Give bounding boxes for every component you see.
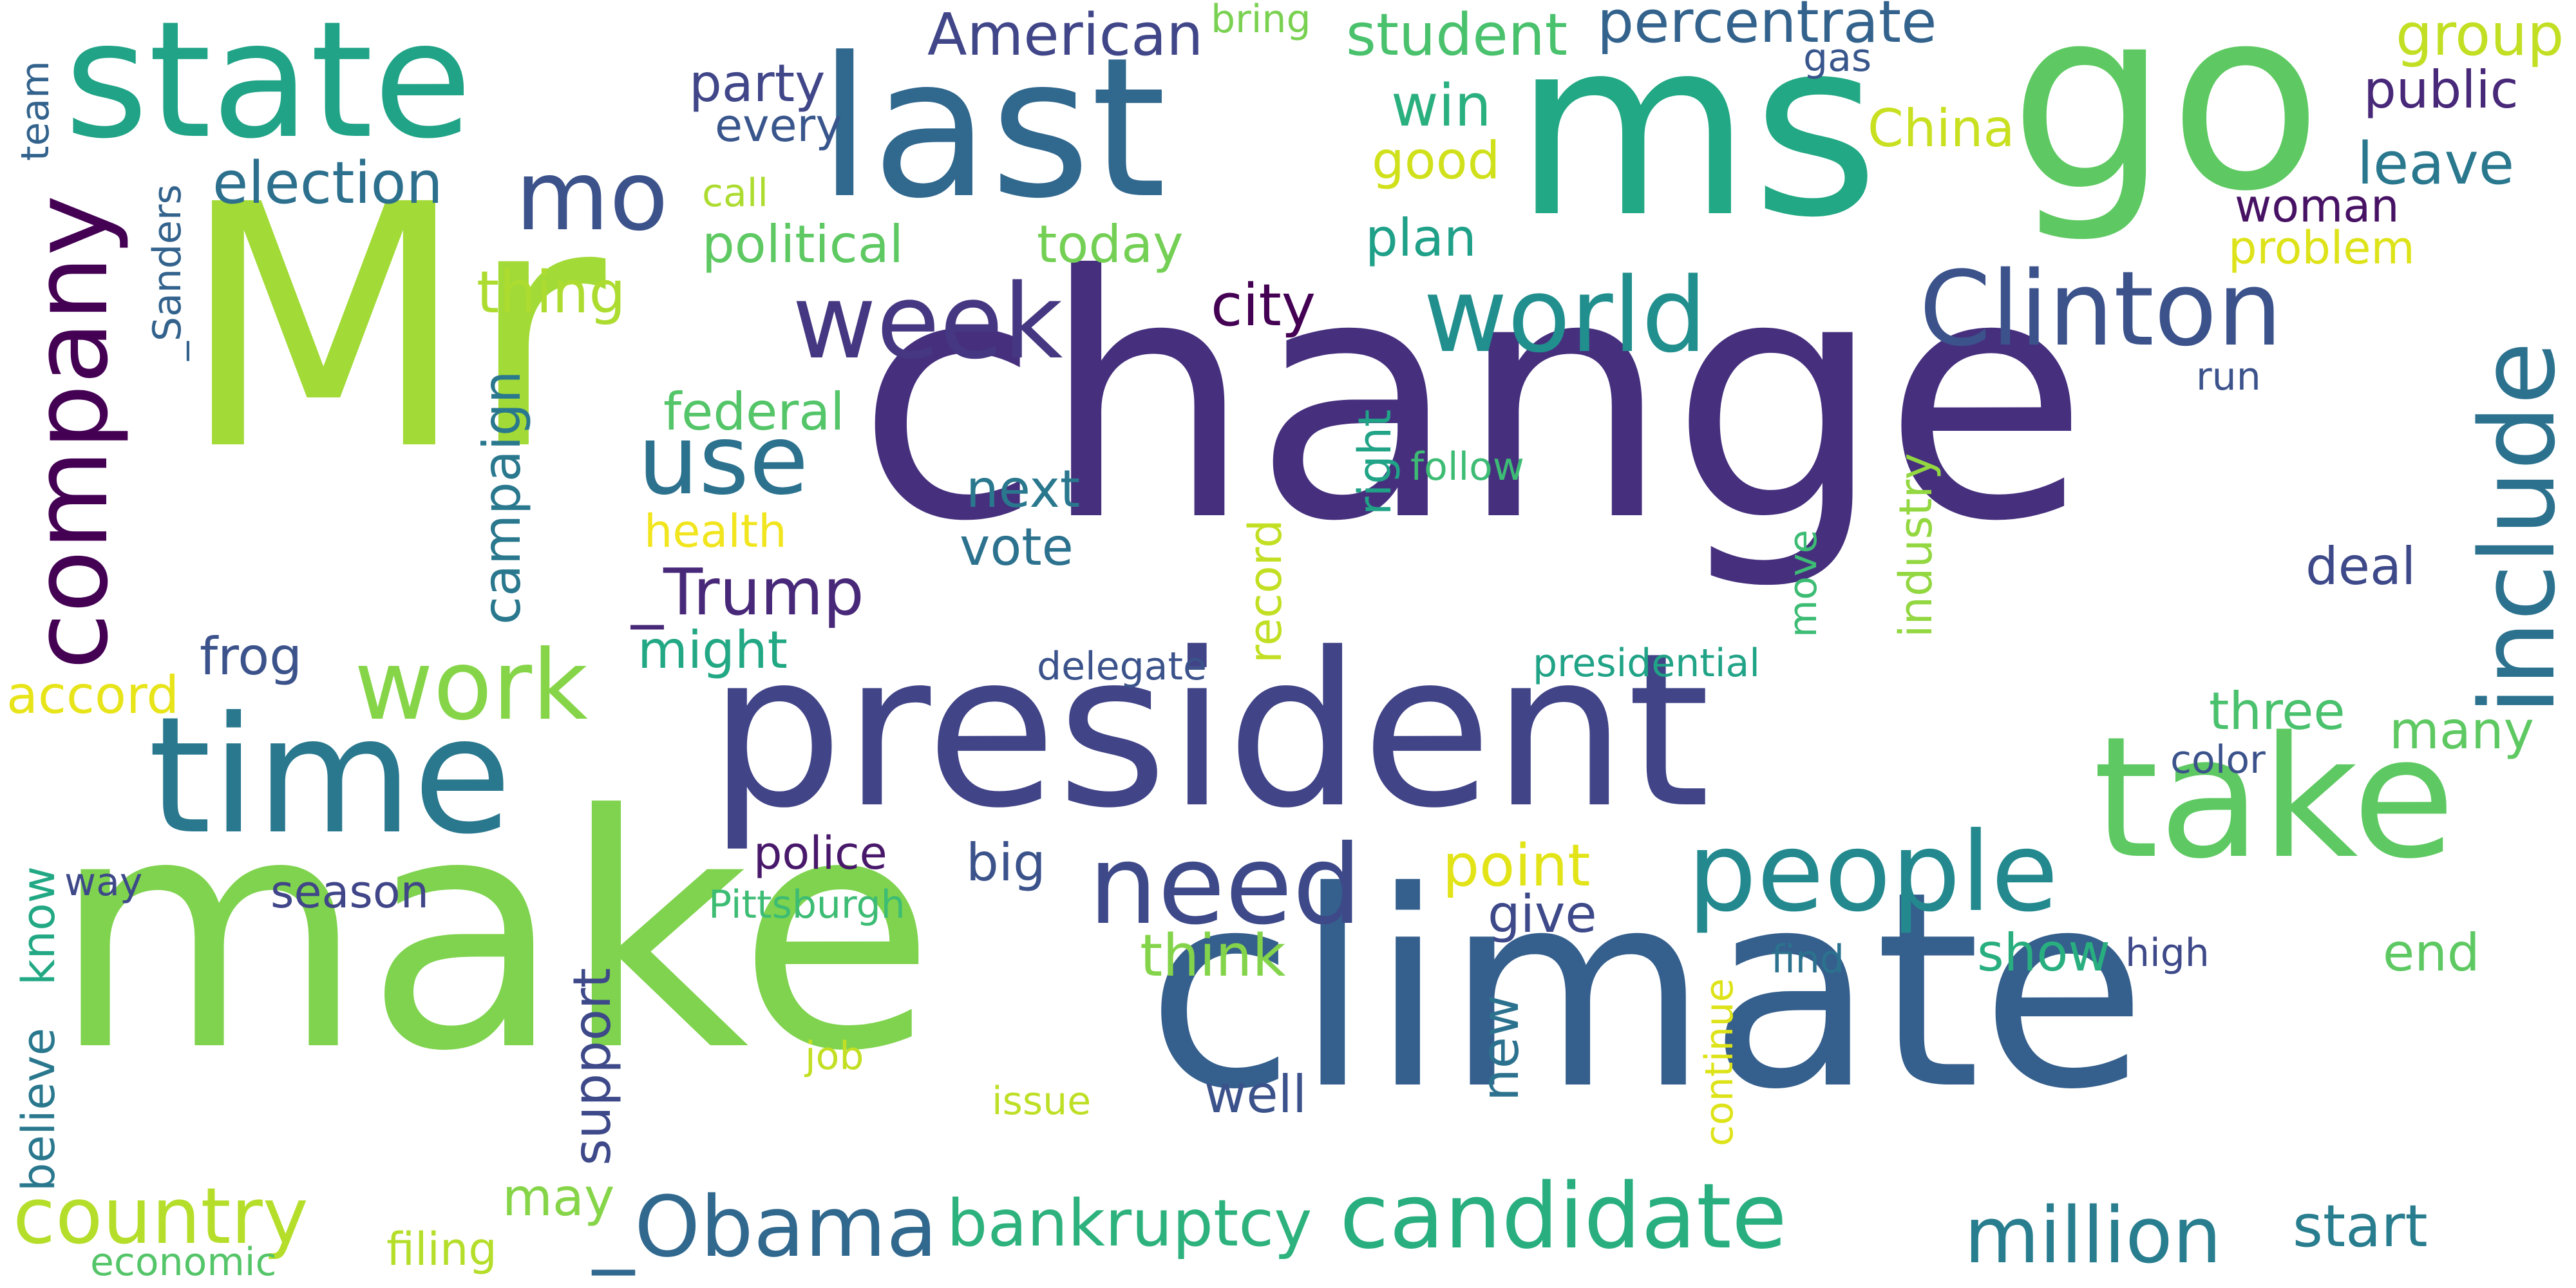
- word-next: next: [966, 459, 1081, 519]
- word-find: find: [1771, 937, 1844, 982]
- word-know: know: [12, 866, 65, 985]
- word-climate: climate: [1146, 834, 2147, 1149]
- word-show: show: [1977, 923, 2110, 983]
- word-city: city: [1211, 272, 1316, 339]
- word-believe: believe: [12, 1028, 65, 1191]
- word-problem: problem: [2228, 222, 2415, 274]
- word-call: call: [702, 171, 769, 216]
- word-go: go: [2009, 0, 2323, 246]
- word-plan: plan: [1365, 208, 1477, 268]
- word-deal: deal: [2306, 536, 2416, 596]
- word-obama: _Obama: [592, 1178, 938, 1276]
- word-take: take: [2093, 701, 2456, 896]
- word-state: state: [64, 0, 473, 174]
- word-trump: _Trump: [631, 554, 864, 630]
- word-filing: filing: [386, 1223, 497, 1276]
- word-color: color: [2170, 737, 2266, 782]
- word-woman: woman: [2235, 180, 2400, 232]
- word-public: public: [2363, 60, 2519, 120]
- word-week: week: [792, 261, 1063, 382]
- word-percentrate: percentrate: [1597, 0, 1937, 56]
- word-season: season: [270, 866, 430, 918]
- word-change: change: [857, 204, 2089, 594]
- word-three: three: [2209, 681, 2345, 741]
- word-new: new: [1470, 994, 1530, 1101]
- word-bring: bring: [1211, 0, 1311, 42]
- word-american: American: [927, 1, 1204, 69]
- word-group: group: [2396, 1, 2564, 69]
- word-may: may: [502, 1168, 615, 1227]
- word-continue: continue: [1697, 978, 1742, 1146]
- word-company: company: [10, 194, 131, 670]
- word-win: win: [1391, 72, 1492, 140]
- word-issue: issue: [992, 1079, 1092, 1124]
- word-industry: industry: [1889, 453, 1942, 638]
- word-accord: accord: [6, 665, 180, 725]
- word-economic: economic: [90, 1240, 277, 1285]
- word-include: include: [2458, 341, 2576, 715]
- word-way: way: [64, 860, 143, 905]
- word-political: political: [702, 214, 904, 274]
- word-vote: vote: [960, 517, 1074, 577]
- word-need: need: [1088, 822, 1362, 949]
- word-make: make: [52, 746, 936, 1121]
- word-run: run: [2196, 354, 2261, 399]
- word-might: might: [638, 620, 788, 680]
- word-mo: mo: [515, 140, 668, 252]
- word-china: China: [1868, 99, 2015, 158]
- word-point: point: [1443, 832, 1591, 900]
- word-frog: frog: [200, 627, 303, 687]
- word-election: election: [213, 149, 443, 217]
- word-campaign: campaign: [472, 370, 532, 625]
- word-big: big: [966, 833, 1046, 893]
- word-work: work: [354, 630, 588, 742]
- word-party: party: [689, 53, 826, 113]
- word-candidate: candidate: [1340, 1164, 1787, 1269]
- word-presidential: presidential: [1533, 641, 1760, 686]
- word-million: million: [1964, 1191, 2222, 1281]
- word-sanders: _Sanders: [145, 184, 190, 361]
- word-job: job: [805, 1034, 864, 1079]
- word-think: think: [1140, 922, 1286, 990]
- word-start: start: [2293, 1193, 2428, 1260]
- word-last: last: [818, 16, 1167, 241]
- word-federal: federal: [663, 382, 845, 442]
- word-ms: ms: [1513, 0, 1880, 271]
- word-move: move: [1781, 529, 1826, 638]
- word-many: many: [2389, 701, 2534, 761]
- word-world: world: [1423, 255, 1707, 375]
- word-mr: Mr: [179, 133, 606, 524]
- word-today: today: [1037, 214, 1184, 274]
- word-team: team: [13, 61, 58, 161]
- word-people: people: [1687, 809, 2059, 936]
- word-police: police: [753, 827, 887, 880]
- word-leave: leave: [2357, 130, 2515, 198]
- word-right: right: [1349, 409, 1401, 515]
- word-time: time: [148, 682, 512, 869]
- word-bankruptcy: bankruptcy: [947, 1186, 1312, 1261]
- word-pittsburgh: Pittsburgh: [708, 882, 905, 927]
- word-give: give: [1488, 884, 1597, 944]
- word-delegate: delegate: [1037, 644, 1207, 689]
- word-support: support: [562, 967, 622, 1166]
- word-end: end: [2383, 923, 2480, 983]
- word-thing: thing: [477, 259, 626, 327]
- word-student: student: [1346, 1, 1568, 69]
- word-gas: gas: [1803, 35, 1872, 80]
- word-clinton: Clinton: [1919, 249, 2283, 369]
- word-well: well: [1204, 1065, 1307, 1124]
- word-president: president: [708, 607, 1710, 855]
- word-record: record: [1239, 519, 1292, 663]
- word-health: health: [644, 505, 787, 558]
- word-country: country: [13, 1172, 308, 1262]
- word-use: use: [638, 404, 809, 516]
- word-follow: follow: [1410, 444, 1524, 489]
- word-high: high: [2125, 931, 2210, 976]
- word-every: every: [715, 99, 842, 152]
- word-good: good: [1372, 131, 1501, 191]
